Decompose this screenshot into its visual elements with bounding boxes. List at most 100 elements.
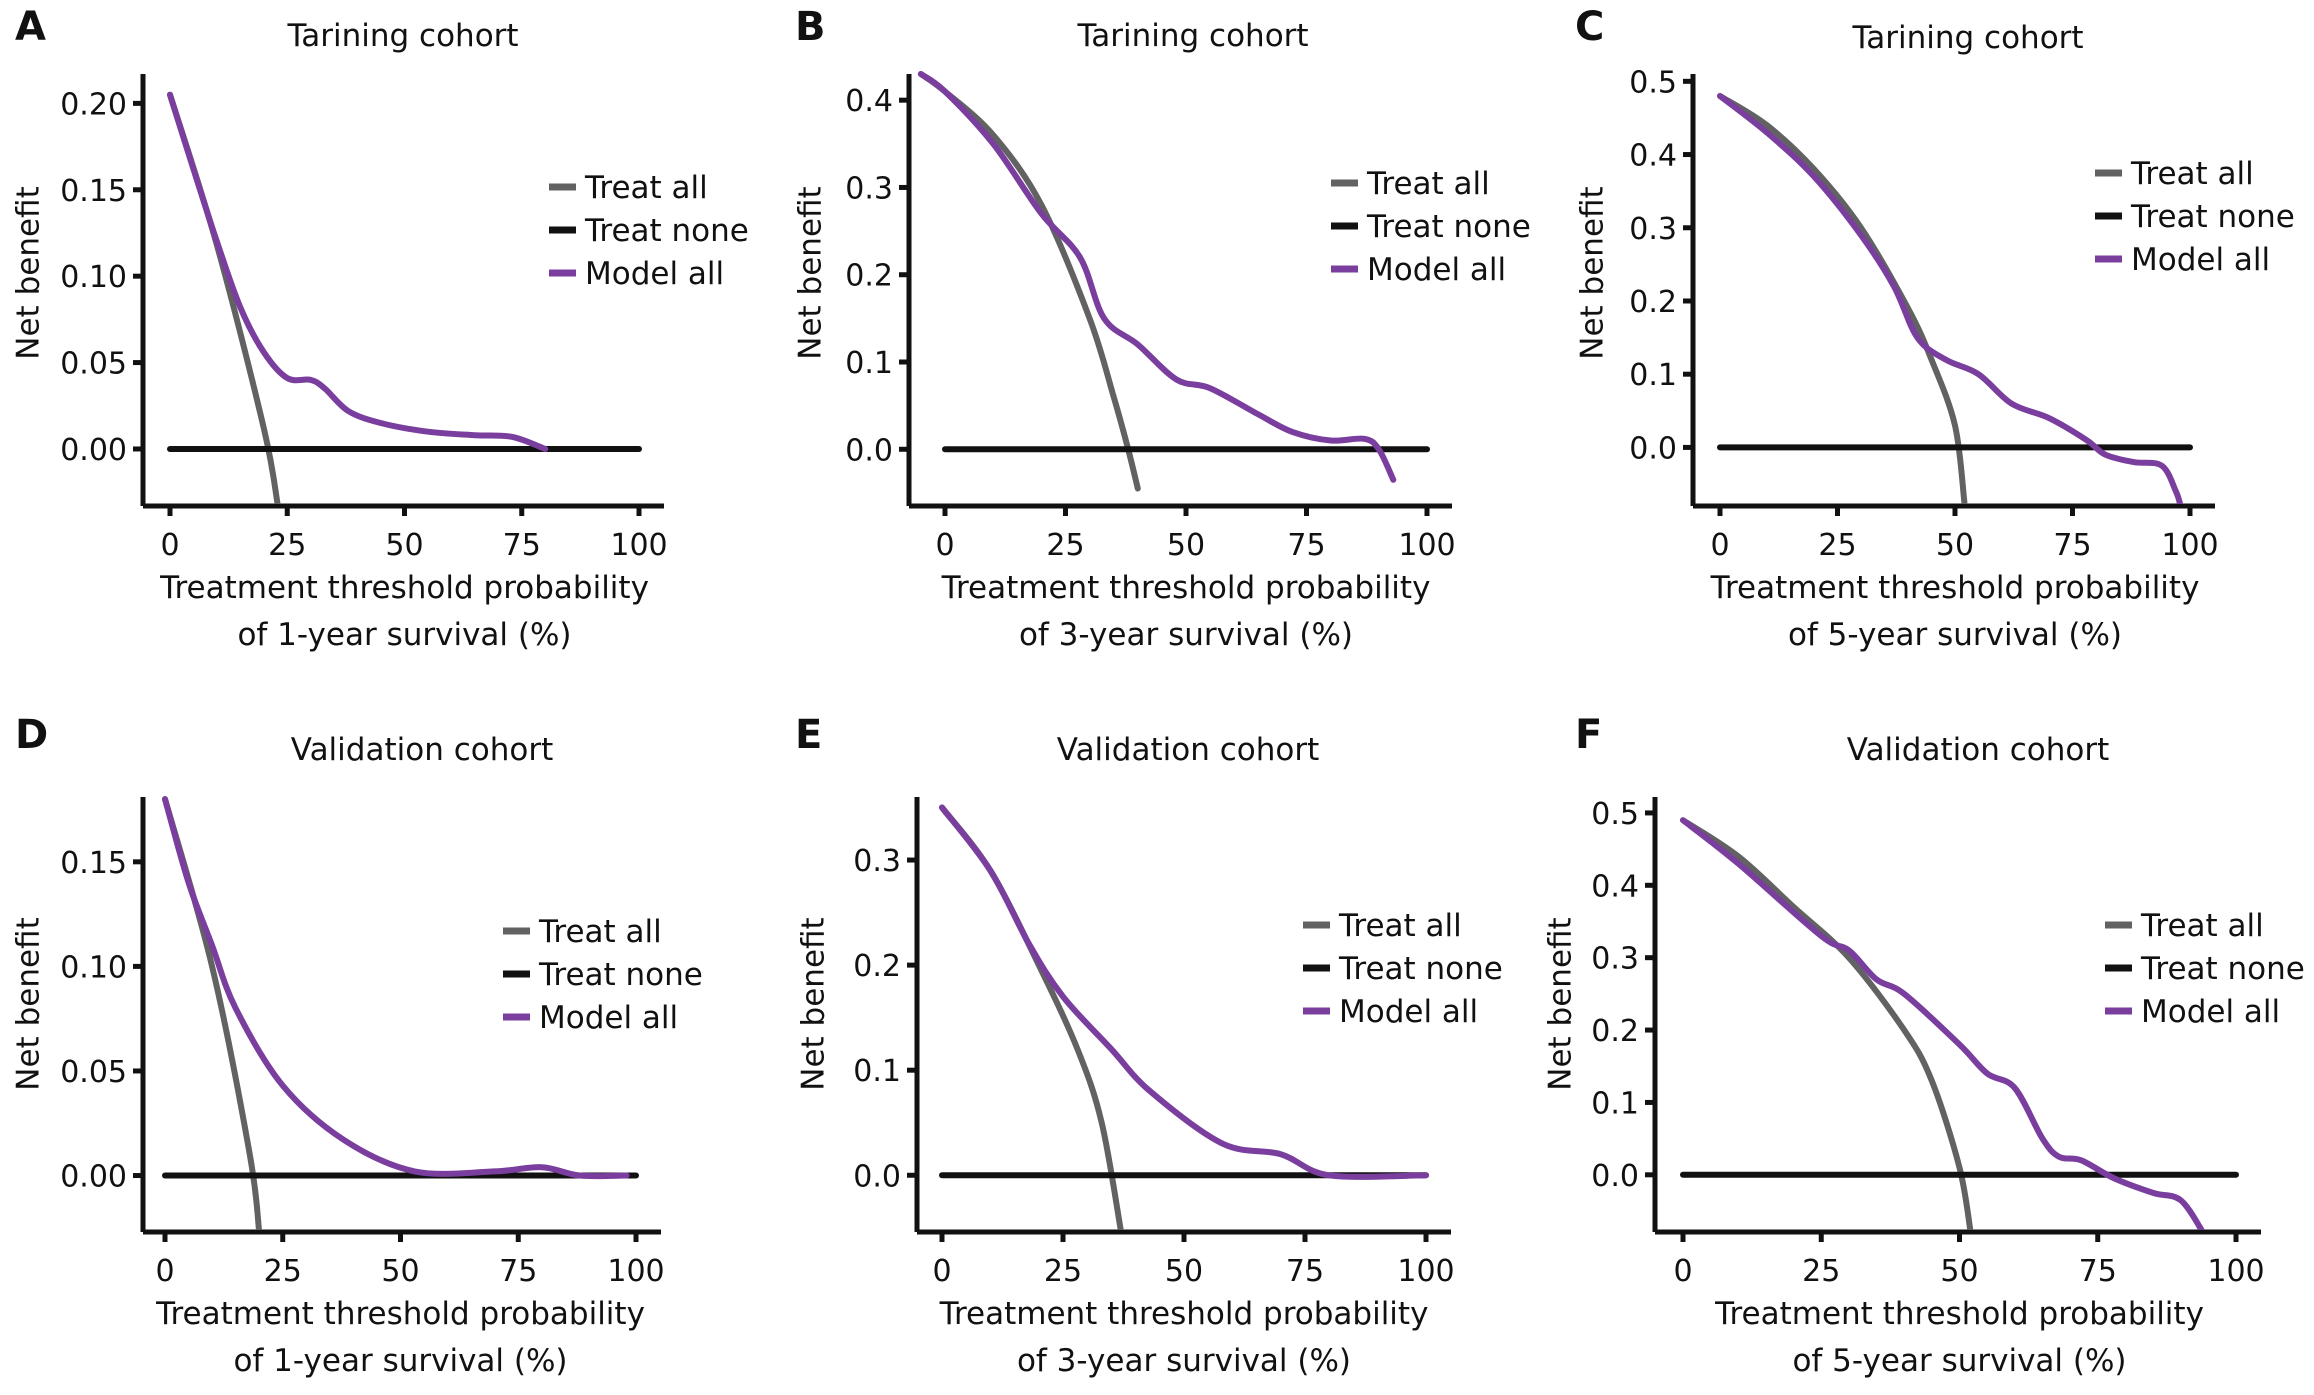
y-tick-label: 0.15 bbox=[60, 846, 127, 881]
x-tick-label: 25 bbox=[1046, 528, 1084, 563]
x-tick-label: 75 bbox=[2079, 1254, 2117, 1289]
y-tick-label: 0.4 bbox=[1591, 869, 1639, 904]
series-line-model-all bbox=[167, 91, 549, 452]
x-axis-label: Treatment threshold probability bbox=[941, 570, 1431, 606]
legend-label: Treat none bbox=[1366, 209, 1531, 245]
x-tick-label: 100 bbox=[1397, 1254, 1454, 1289]
x-axis-label: Treatment threshold probability bbox=[1714, 1296, 2204, 1332]
legend-label: Model all bbox=[585, 256, 724, 292]
chart-title: Tarining cohort bbox=[286, 18, 518, 54]
y-tick-label: 0.4 bbox=[1629, 139, 1677, 174]
y-tick-label: 0.5 bbox=[1591, 797, 1639, 832]
x-tick-label: 0 bbox=[935, 528, 954, 563]
legend-label: Treat all bbox=[2140, 908, 2264, 944]
legend-label: Treat all bbox=[1366, 166, 1490, 202]
panel-F: F Validation cohort Net benefit Treatment t… bbox=[1543, 712, 2305, 1379]
y-tick-label: 0.1 bbox=[853, 1054, 901, 1089]
series-line-treat-all bbox=[1717, 93, 1968, 504]
series-line-treat-all bbox=[917, 71, 1141, 492]
y-tick-label: 0.15 bbox=[60, 174, 127, 209]
x-axis-label: of 1-year survival (%) bbox=[233, 1343, 567, 1379]
x-tick-label: 25 bbox=[1044, 1254, 1082, 1289]
panel-A: A Tarining cohort Net benefit Treatment thr… bbox=[11, 4, 749, 653]
x-tick-label: 25 bbox=[1818, 528, 1856, 563]
y-tick-label: 0.1 bbox=[845, 346, 893, 381]
series-line-treat-all bbox=[939, 804, 1124, 1230]
y-tick-label: 0.10 bbox=[60, 260, 127, 295]
x-tick-label: 75 bbox=[1287, 528, 1325, 563]
legend-label: Treat all bbox=[2130, 156, 2254, 192]
y-tick-label: 0.00 bbox=[60, 1160, 127, 1195]
x-tick-label: 0 bbox=[1710, 528, 1729, 563]
legend-label: Treat none bbox=[1338, 951, 1503, 987]
y-tick-label: 0.00 bbox=[60, 433, 127, 468]
y-tick-label: 0.1 bbox=[1591, 1086, 1639, 1121]
y-tick-label: 0.3 bbox=[845, 171, 893, 206]
y-tick-label: 0.0 bbox=[1629, 431, 1677, 466]
panel-C: C Tarining cohort Net benefit Treatment thr… bbox=[1575, 4, 2295, 653]
panel-letter: F bbox=[1575, 712, 1602, 758]
legend-label: Model all bbox=[2141, 994, 2280, 1030]
y-tick-label: 0.2 bbox=[853, 949, 901, 984]
legend-label: Treat none bbox=[2140, 951, 2305, 987]
legend-label: Treat none bbox=[584, 213, 749, 249]
x-tick-label: 50 bbox=[1167, 528, 1205, 563]
x-tick-label: 100 bbox=[610, 528, 667, 563]
y-tick-label: 0.0 bbox=[1591, 1159, 1639, 1194]
y-tick-label: 0.05 bbox=[60, 347, 127, 382]
series-line-treat-all bbox=[162, 796, 263, 1230]
series-line-model-all bbox=[1680, 817, 2206, 1230]
y-tick-label: 0.20 bbox=[60, 87, 127, 122]
y-axis-label: Net benefit bbox=[11, 917, 47, 1090]
x-axis-label: Treatment threshold probability bbox=[155, 1296, 645, 1332]
y-tick-label: 0.2 bbox=[1629, 285, 1677, 320]
panel-letter: C bbox=[1575, 4, 1604, 50]
x-tick-label: 100 bbox=[607, 1254, 664, 1289]
x-tick-label: 0 bbox=[155, 1254, 174, 1289]
y-tick-label: 0.4 bbox=[845, 84, 893, 119]
x-tick-label: 100 bbox=[2161, 528, 2218, 563]
x-axis-label: Treatment threshold probability bbox=[939, 1296, 1429, 1332]
series-line-treat-all bbox=[1680, 817, 1974, 1230]
legend-label: Model all bbox=[539, 1000, 678, 1036]
x-tick-label: 0 bbox=[932, 1254, 951, 1289]
legend-label: Treat all bbox=[1338, 908, 1462, 944]
x-tick-label: 25 bbox=[268, 528, 306, 563]
x-tick-label: 0 bbox=[160, 528, 179, 563]
x-axis-label: of 5-year survival (%) bbox=[1788, 617, 2122, 653]
x-axis-label: Treatment threshold probability bbox=[159, 570, 649, 606]
legend-label: Treat none bbox=[2130, 199, 2295, 235]
x-tick-label: 75 bbox=[503, 528, 541, 563]
y-axis-label: Net benefit bbox=[1575, 186, 1611, 359]
panel-letter: A bbox=[15, 4, 46, 50]
legend-label: Treat all bbox=[538, 914, 662, 950]
x-tick-label: 50 bbox=[381, 1254, 419, 1289]
y-tick-label: 0.0 bbox=[845, 433, 893, 468]
panel-B: B Tarining cohort Net benefit Treatment thr… bbox=[793, 4, 1531, 653]
y-axis-label: Net benefit bbox=[796, 917, 832, 1090]
legend-label: Treat none bbox=[538, 957, 703, 993]
y-tick-label: 0.5 bbox=[1629, 65, 1677, 100]
panel-D: D Validation cohort Net benefit Treatment t… bbox=[11, 712, 703, 1379]
chart-title: Validation cohort bbox=[1847, 732, 2109, 768]
x-tick-label: 50 bbox=[1940, 1254, 1978, 1289]
y-tick-label: 0.1 bbox=[1629, 358, 1677, 393]
x-tick-label: 0 bbox=[1673, 1254, 1692, 1289]
x-tick-label: 100 bbox=[1398, 528, 1455, 563]
chart-title: Tarining cohort bbox=[1076, 18, 1308, 54]
x-axis-label: of 3-year survival (%) bbox=[1017, 1343, 1351, 1379]
legend-label: Model all bbox=[2131, 242, 2270, 278]
series-line-treat-all bbox=[167, 91, 281, 504]
series-line-model-all bbox=[1717, 93, 2184, 504]
y-tick-label: 0.05 bbox=[60, 1055, 127, 1090]
legend-label: Treat all bbox=[584, 170, 708, 206]
x-axis-label: of 5-year survival (%) bbox=[1792, 1343, 2126, 1379]
y-tick-label: 0.2 bbox=[845, 259, 893, 294]
y-tick-label: 0.0 bbox=[853, 1159, 901, 1194]
x-tick-label: 75 bbox=[499, 1254, 537, 1289]
chart-title: Validation cohort bbox=[1057, 732, 1319, 768]
x-axis-label: Treatment threshold probability bbox=[1710, 570, 2200, 606]
series-line-model-all bbox=[162, 796, 630, 1180]
x-axis-label: of 1-year survival (%) bbox=[237, 617, 571, 653]
